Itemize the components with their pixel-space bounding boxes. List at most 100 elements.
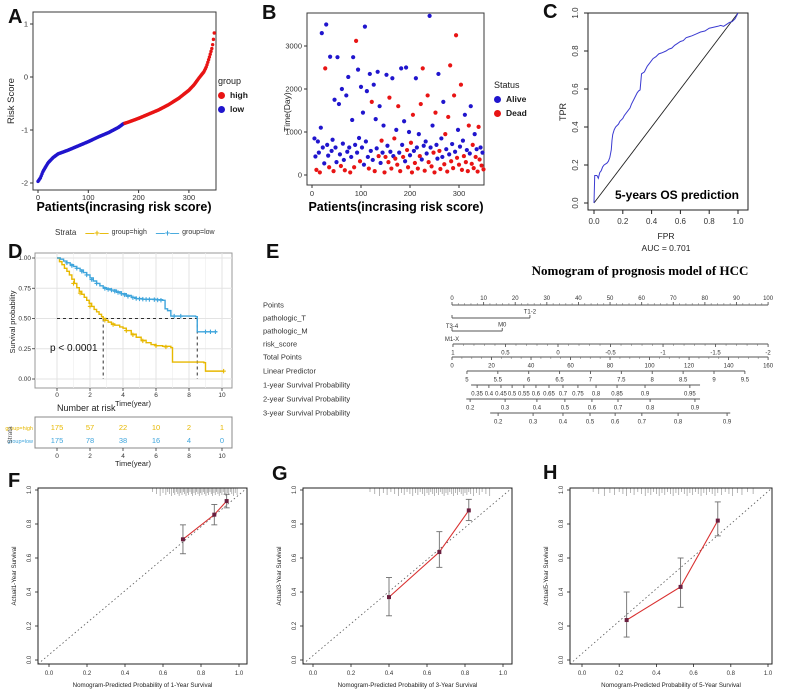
svg-text:10: 10 [218,392,226,399]
panel-letter-c: C [543,1,558,23]
svg-text:0.0: 0.0 [588,217,600,226]
high-dot-icon [218,91,225,99]
svg-text:0: 0 [450,296,454,302]
svg-text:0.95: 0.95 [684,392,696,398]
svg-text:0.4: 0.4 [652,671,661,677]
svg-text:6: 6 [154,453,158,460]
svg-text:0.2: 0.2 [347,671,356,677]
panel-letter-e: E [266,241,280,263]
svg-text:0.2: 0.2 [571,159,580,171]
svg-text:Time(year): Time(year) [115,399,151,408]
svg-text:0.4: 0.4 [121,671,130,677]
svg-text:FPR: FPR [658,231,675,241]
svg-text:60: 60 [567,364,574,370]
svg-text:3-year Survival Probability: 3-year Survival Probability [263,409,350,418]
svg-text:0.3: 0.3 [501,406,510,412]
svg-text:70: 70 [670,296,677,302]
svg-text:6: 6 [527,378,531,384]
svg-text:0.5: 0.5 [508,392,517,398]
svg-text:-1: -1 [660,351,666,357]
svg-text:0.5: 0.5 [586,420,595,426]
svg-text:5-years OS prediction: 5-years OS prediction [615,188,739,202]
svg-text:Patients(incrasing risk score): Patients(incrasing risk score) [36,200,211,214]
svg-text:0.8: 0.8 [292,519,298,528]
svg-text:0: 0 [450,364,454,370]
svg-text:0.6: 0.6 [588,406,597,412]
svg-text:90: 90 [733,296,740,302]
panel-c-roc-curve: 0.0 0.2 0.4 0.6 0.8 1.0 0.0 0.2 0.4 0.6 0.8 1.0 5-ye… [558,7,749,253]
svg-text:0.2: 0.2 [83,671,92,677]
svg-text:0.85: 0.85 [611,392,623,398]
svg-text:0.9: 0.9 [691,406,700,412]
svg-text:1.0: 1.0 [27,485,33,494]
svg-text:9: 9 [712,378,716,384]
svg-text:4: 4 [121,453,125,460]
svg-text:10: 10 [480,296,487,302]
svg-text:50: 50 [607,296,614,302]
svg-text:0.3: 0.3 [529,420,538,426]
svg-text:80: 80 [607,364,614,370]
svg-text:0: 0 [55,392,59,399]
svg-text:10: 10 [152,423,160,432]
svg-text:1.0: 1.0 [764,671,773,677]
svg-text:Patients(incrasing risk score): Patients(incrasing risk score) [308,200,483,214]
svg-text:0.8: 0.8 [559,519,565,528]
svg-text:1.0: 1.0 [571,7,580,19]
svg-text:0.4: 0.4 [646,217,658,226]
svg-text:0.8: 0.8 [727,671,736,677]
legend-item-alive: Alive [506,94,527,104]
svg-text:0.9: 0.9 [641,392,650,398]
svg-text:0.00: 0.00 [18,376,31,383]
svg-text:0.2: 0.2 [615,671,624,677]
svg-text:-2: -2 [765,351,771,357]
svg-text:3000: 3000 [285,42,302,51]
svg-text:57: 57 [86,423,94,432]
legend-item-low: low [230,104,245,114]
svg-text:Actual3-Year Survival: Actual3-Year Survival [276,547,283,606]
svg-text:0.55: 0.55 [518,392,530,398]
svg-text:0.7: 0.7 [638,420,647,426]
svg-text:Points: Points [263,301,284,310]
svg-text:80: 80 [702,296,709,302]
svg-text:1.0: 1.0 [292,485,298,494]
svg-text:1000: 1000 [285,128,302,137]
p-value: p < 0.0001 [50,343,98,354]
svg-text:78: 78 [86,436,94,445]
svg-text:5: 5 [465,378,469,384]
svg-text:200: 200 [404,189,417,198]
svg-text:0.50: 0.50 [18,316,31,323]
svg-text:0.2: 0.2 [494,420,503,426]
panel-d-kaplan-meier: 0 2 4 6 8 101.000.750.500.250.00Time(year)Sur… [5,252,233,468]
svg-text:2: 2 [88,453,92,460]
svg-text:Time(Day): Time(Day) [282,92,292,132]
panel-h-calibration-5yr: 0.0 0.2 0.4 0.6 0.8 1.0 0.0 0.2 0.4 0.6 0.8 1.0 Nomo… [543,485,773,689]
svg-text:0.35: 0.35 [471,392,483,398]
svg-text:0.0: 0.0 [571,197,580,209]
svg-text:Nomogram-Predicted Probability: Nomogram-Predicted Probability of 3-Year… [338,682,478,689]
legend-item-group-low: group=low [182,229,215,236]
svg-text:20: 20 [512,296,519,302]
svg-text:0.25: 0.25 [18,346,31,353]
svg-text:-1.5: -1.5 [710,351,721,357]
legend-item-dead: Dead [506,108,527,118]
svg-text:10: 10 [218,453,226,460]
svg-text:group=high: group=high [5,426,33,432]
svg-text:0.4: 0.4 [559,420,568,426]
svg-text:6.5: 6.5 [555,378,564,384]
svg-text:7.5: 7.5 [617,378,626,384]
svg-text:4: 4 [121,392,125,399]
svg-text:1-year Survival Probability: 1-year Survival Probability [263,381,350,390]
svg-text:300: 300 [453,189,466,198]
alive-dot-icon [494,95,501,103]
svg-text:5.5: 5.5 [494,378,503,384]
panel-letter-a: A [8,6,23,28]
panel-letter-f: F [8,470,21,492]
svg-text:0.8: 0.8 [704,217,716,226]
svg-text:140: 140 [724,364,735,370]
svg-text:0.2: 0.2 [466,406,475,412]
svg-text:60: 60 [638,296,645,302]
svg-text:0.7: 0.7 [614,406,623,412]
svg-text:0: 0 [55,453,59,460]
legend-strata-title: Strata [55,228,77,237]
